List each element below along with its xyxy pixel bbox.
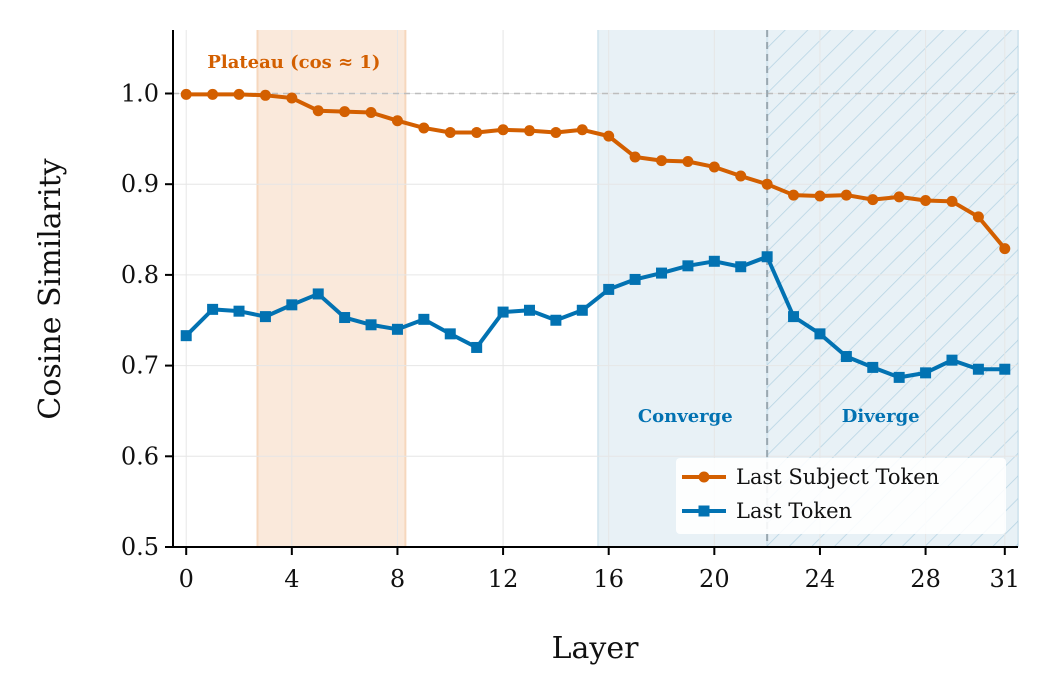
legend-marker (698, 505, 710, 517)
data-point (391, 115, 403, 127)
y-tick-label: 0.6 (121, 442, 159, 470)
data-point (365, 107, 377, 119)
data-point (207, 88, 219, 100)
data-point (972, 211, 984, 223)
data-point (867, 361, 879, 373)
legend-label: Last Token (736, 499, 852, 523)
data-point (259, 311, 271, 323)
data-point (972, 363, 984, 375)
data-point (444, 328, 456, 340)
x-tick-label: 24 (805, 565, 836, 593)
x-tick-label: 31 (990, 565, 1021, 593)
data-point (946, 354, 958, 366)
data-point (893, 191, 905, 203)
region-plateau (257, 30, 406, 547)
legend-box (676, 458, 1006, 534)
data-point (365, 319, 377, 331)
region-label-plateau: Plateau (cos ≈ 1) (207, 52, 380, 73)
data-point (735, 170, 747, 182)
data-point (339, 312, 351, 324)
x-tick-label: 8 (390, 565, 405, 593)
data-point (999, 243, 1011, 255)
legend-marker (698, 471, 710, 483)
data-point (682, 260, 694, 272)
data-point (708, 255, 720, 267)
annotations: Plateau (cos ≈ 1) Converge Diverge (207, 52, 919, 427)
legend-label: Last Subject Token (736, 465, 939, 489)
x-tick-label: 12 (488, 565, 519, 593)
data-point (629, 151, 641, 163)
reference-lines (173, 30, 1018, 547)
data-point (497, 124, 509, 136)
y-axis-label: Cosine Similarity (33, 158, 68, 419)
data-point (312, 288, 324, 300)
data-point (814, 190, 826, 202)
data-point (312, 105, 324, 117)
data-point (708, 161, 720, 173)
data-point (550, 314, 562, 326)
data-point (814, 328, 826, 340)
data-point (682, 156, 694, 168)
legend: Last Subject Token Last Token (676, 458, 1006, 534)
data-point (999, 363, 1011, 375)
data-point (550, 126, 562, 138)
x-tick-label: 16 (593, 565, 624, 593)
data-point (920, 195, 932, 207)
data-point (920, 367, 932, 379)
data-point (471, 341, 483, 353)
y-tick-label: 0.5 (121, 533, 159, 561)
data-point (259, 89, 271, 101)
data-point (286, 92, 298, 104)
data-point (603, 130, 615, 142)
region-label-diverge: Diverge (842, 406, 920, 427)
data-point (497, 306, 509, 318)
ticks: 0 4 8 12 16 20 24 28 31 0.5 0.6 0.7 0.8 0.9 1.0 (121, 79, 1020, 593)
x-tick-label: 4 (284, 565, 299, 593)
data-point (840, 189, 852, 201)
data-point (444, 126, 456, 138)
data-point (656, 155, 668, 167)
data-point (576, 304, 588, 316)
x-tick-label: 0 (179, 565, 194, 593)
y-tick-label: 0.9 (121, 170, 159, 198)
series-layer (180, 88, 1011, 383)
data-point (207, 303, 219, 315)
data-point (656, 267, 668, 279)
data-point (867, 194, 879, 206)
data-point (761, 178, 773, 190)
data-point (180, 88, 192, 100)
data-point (339, 106, 351, 118)
data-point (788, 311, 800, 323)
data-point (391, 323, 403, 335)
axes (172, 30, 1018, 548)
data-point (523, 125, 535, 137)
region-label-converge: Converge (638, 406, 733, 427)
y-tick-label: 0.8 (121, 261, 159, 289)
data-point (523, 304, 535, 316)
x-tick-label: 20 (699, 565, 730, 593)
data-point (893, 371, 905, 383)
data-point (233, 88, 245, 100)
data-point (629, 273, 641, 285)
data-point (418, 122, 430, 134)
data-point (180, 330, 192, 342)
data-point (233, 305, 245, 317)
data-point (840, 351, 852, 363)
x-axis-label: Layer (552, 631, 640, 666)
y-tick-label: 1.0 (121, 79, 159, 107)
data-point (788, 189, 800, 201)
data-point (761, 251, 773, 263)
data-point (603, 283, 615, 295)
data-point (735, 261, 747, 273)
data-point (576, 124, 588, 136)
x-tick-label: 28 (910, 565, 941, 593)
data-point (286, 299, 298, 311)
data-point (418, 313, 430, 325)
y-tick-label: 0.7 (121, 352, 159, 380)
data-point (471, 126, 483, 138)
data-point (946, 195, 958, 207)
